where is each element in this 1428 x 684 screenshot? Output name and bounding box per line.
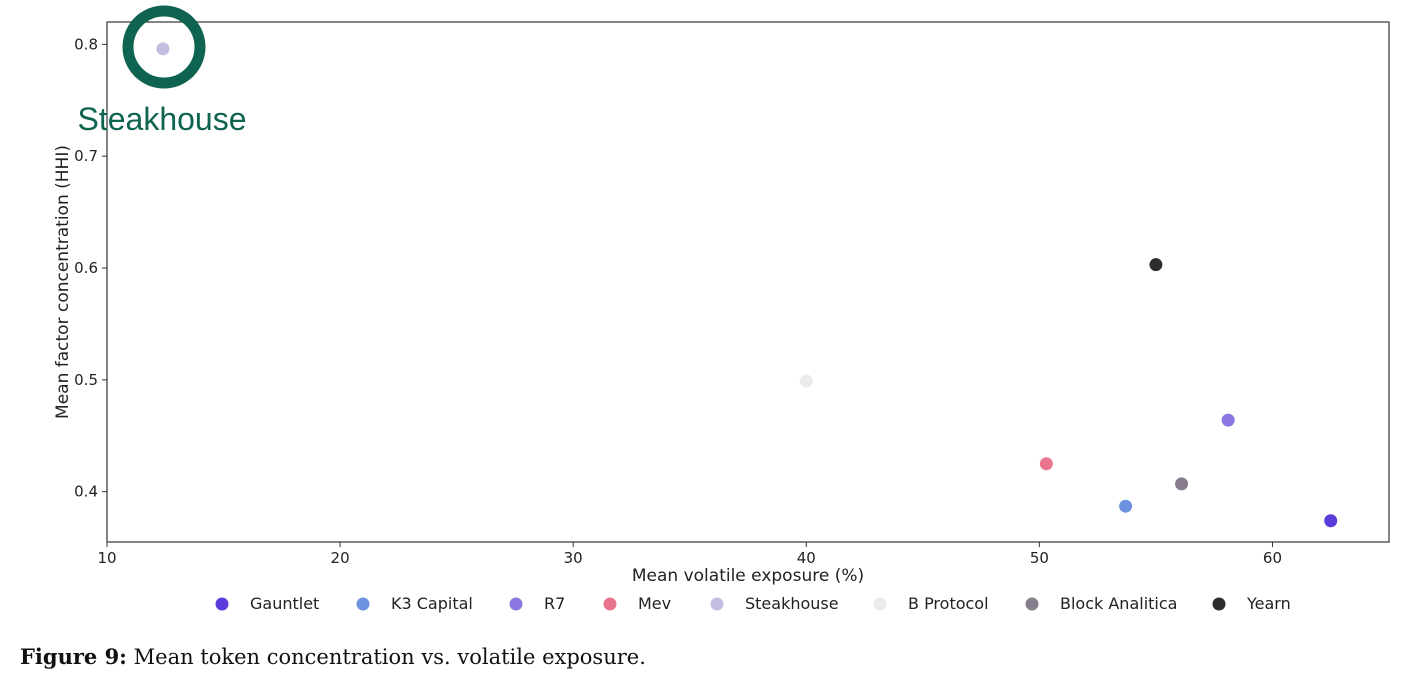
legend-marker (873, 597, 887, 611)
y-tick-label: 0.7 (74, 147, 98, 165)
legend-label: Gauntlet (250, 594, 319, 613)
x-tick-label: 40 (797, 549, 816, 567)
logo-text: Steakhouse (77, 101, 246, 137)
y-axis-label: Mean factor concentration (HHI) (53, 145, 73, 419)
legend-marker (1212, 597, 1226, 611)
x-tick-label: 60 (1263, 549, 1282, 567)
point-steakhouse (156, 42, 170, 56)
legend: Gauntlet K3 Capital R7 Mev Steakhouse B Proto… (215, 594, 1291, 613)
x-tick-label: 30 (564, 549, 583, 567)
logo-ring-icon (122, 5, 206, 89)
legend-marker (710, 597, 724, 611)
legend-label: B Protocol (908, 594, 989, 613)
x-tick-label: 50 (1030, 549, 1049, 567)
x-axis-label: Mean volatile exposure (%) (632, 566, 864, 586)
point-yearn (1149, 258, 1163, 272)
legend-label: Steakhouse (745, 594, 839, 613)
figure-caption: Figure 9: Mean token concentration vs. v… (20, 644, 646, 669)
legend-marker (215, 597, 229, 611)
caption-text: Mean token concentration vs. volatile ex… (133, 645, 646, 669)
legend-marker (509, 597, 523, 611)
legend-label: Block Analitica (1060, 594, 1177, 613)
point-block-analitica (1175, 477, 1189, 491)
legend-label: Mev (638, 594, 671, 613)
x-tick-label: 10 (97, 549, 116, 567)
legend-label: K3 Capital (391, 594, 473, 613)
legend-label: Yearn (1246, 594, 1291, 613)
legend-label: R7 (544, 594, 565, 613)
plot-frame (106, 21, 1390, 543)
legend-marker (356, 597, 370, 611)
point-mev (1039, 457, 1053, 471)
point-k3-capital (1119, 499, 1133, 513)
y-axis: 0.4 0.5 0.6 0.7 0.8 (74, 35, 107, 501)
caption-label: Figure 9: (20, 644, 127, 669)
steakhouse-logo: Steakhouse (77, 5, 247, 137)
point-r7 (1221, 413, 1235, 427)
data-points (156, 42, 1338, 528)
y-tick-label: 0.5 (74, 371, 98, 389)
point-gauntlet (1324, 514, 1338, 528)
x-tick-label: 20 (331, 549, 350, 567)
point-b-protocol (799, 374, 813, 388)
y-tick-label: 0.8 (74, 35, 98, 53)
y-tick-label: 0.6 (74, 259, 98, 277)
scatter-chart: 10 20 30 40 50 60 0.4 0.5 0.6 0.7 0.8 Mean volati… (53, 5, 1390, 613)
legend-marker (603, 597, 617, 611)
legend-marker (1025, 597, 1039, 611)
y-tick-label: 0.4 (74, 483, 98, 501)
x-axis: 10 20 30 40 50 60 (97, 542, 1282, 567)
